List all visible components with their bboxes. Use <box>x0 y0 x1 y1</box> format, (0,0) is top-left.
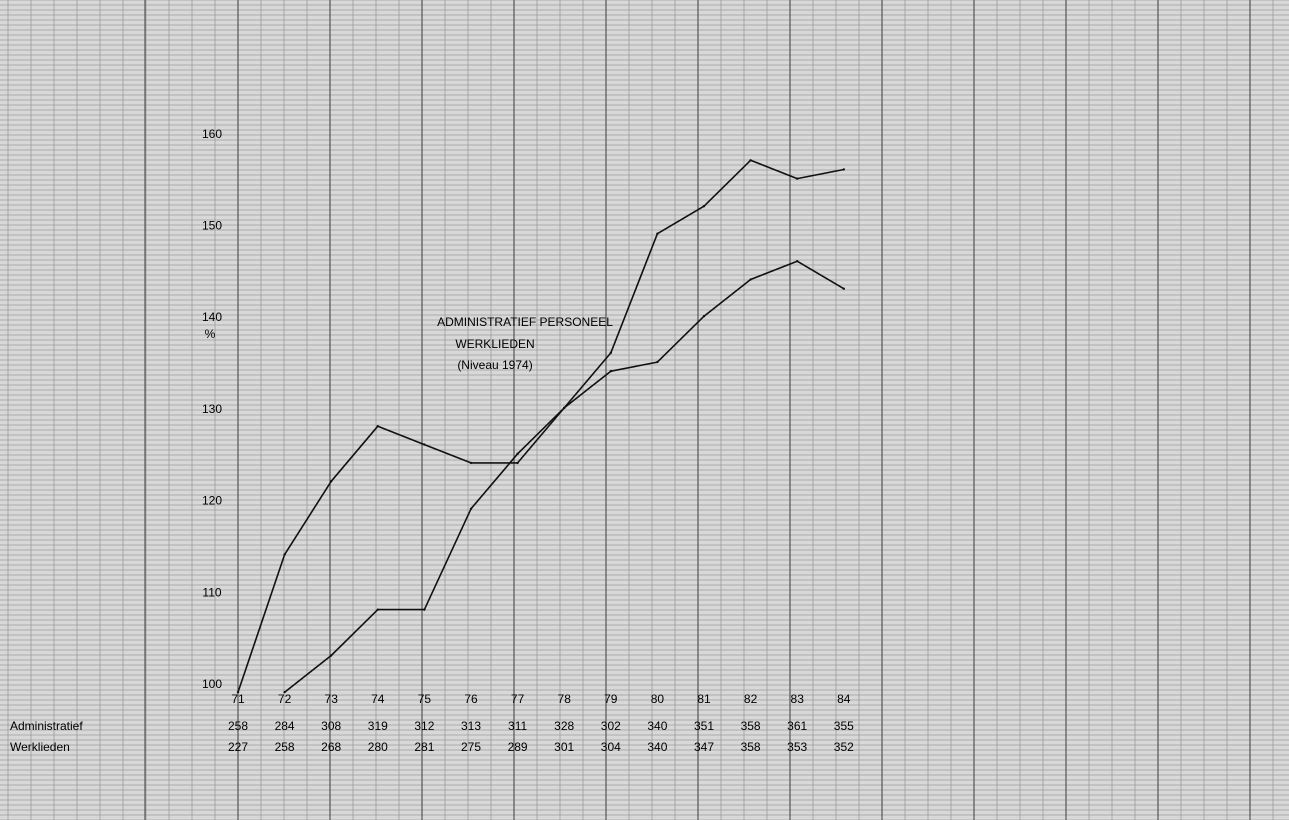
chart-title-line-1: ADMINISTRATIEF PERSONEEL <box>437 315 613 329</box>
series-point <box>330 654 333 657</box>
table-cell: 328 <box>554 719 574 733</box>
table-cell: 227 <box>228 740 248 754</box>
table-row-label: Administratief <box>10 719 83 733</box>
table-cell: 289 <box>508 740 528 754</box>
series-point <box>469 507 473 510</box>
series-point <box>469 461 473 465</box>
y-axis-ticks: 100 110 120 130 140 150 160 <box>202 127 222 691</box>
series-point <box>796 177 799 180</box>
table-cell: 301 <box>554 740 574 754</box>
table-cell: 361 <box>787 719 807 733</box>
table-cell: 308 <box>321 719 341 733</box>
series-lines <box>236 159 845 694</box>
chart-title: ADMINISTRATIEF PERSONEEL WERKLIEDEN (Niv… <box>437 315 613 372</box>
series-point <box>236 690 240 694</box>
table-cell: 351 <box>694 719 714 733</box>
series-point <box>563 406 566 410</box>
table-cell: 358 <box>741 740 761 754</box>
table-cell: 312 <box>414 719 434 733</box>
series-point <box>842 287 845 290</box>
table-cell: 352 <box>834 740 854 754</box>
series-point <box>796 259 799 263</box>
series-point <box>842 168 845 171</box>
y-tick-label: 150 <box>202 219 222 233</box>
series-point <box>330 480 333 483</box>
y-tick-label: 130 <box>202 402 222 416</box>
y-tick-label: 110 <box>202 585 221 599</box>
x-tick-label: 80 <box>651 692 665 706</box>
x-tick-label: 76 <box>464 692 478 706</box>
series-point <box>376 608 379 611</box>
series-point <box>423 608 426 611</box>
x-tick-label: 75 <box>418 692 432 706</box>
table-row-label: Werklieden <box>10 740 70 754</box>
table-cell: 281 <box>414 740 434 754</box>
table-cell: 340 <box>647 719 667 733</box>
series-point <box>516 452 519 455</box>
table-cell: 280 <box>368 740 388 754</box>
x-tick-label: 74 <box>371 692 385 706</box>
series-point <box>656 360 659 364</box>
table-cell: 358 <box>741 719 761 733</box>
table-cell: 302 <box>601 719 621 733</box>
y-tick-label: 140 <box>202 310 222 324</box>
x-tick-label: 72 <box>278 692 292 706</box>
table-cell: 284 <box>275 719 295 733</box>
x-tick-label: 78 <box>558 692 572 706</box>
series-point <box>283 553 286 556</box>
table-cell: 340 <box>647 740 667 754</box>
table-cell: 319 <box>368 719 388 733</box>
y-tick-label: 160 <box>202 127 222 141</box>
x-tick-label: 73 <box>325 692 339 706</box>
series-line-administratief <box>237 159 844 693</box>
table-cell: 258 <box>228 719 248 733</box>
series-point <box>376 425 379 428</box>
table-cell: 258 <box>275 740 295 754</box>
chart-title-line-3: (Niveau 1974) <box>457 358 532 372</box>
series-point <box>283 690 286 694</box>
table-cell: 347 <box>694 740 714 754</box>
table-cell: 353 <box>787 740 807 754</box>
data-table: Administratief 258 284 308 319 312 313 311 328 30… <box>10 719 854 754</box>
table-cell: 313 <box>461 719 481 733</box>
table-cell: 268 <box>321 740 341 754</box>
x-axis-ticks: 71 72 73 74 75 76 77 78 79 80 81 82 83 84 <box>231 692 850 706</box>
series-point <box>609 370 612 373</box>
series-point <box>749 159 752 162</box>
table-cell: 304 <box>601 740 621 754</box>
x-tick-label: 71 <box>231 692 245 706</box>
series-point <box>423 443 426 446</box>
table-cell: 275 <box>461 740 481 754</box>
x-tick-label: 84 <box>837 692 851 706</box>
y-tick-label: 120 <box>202 494 222 508</box>
x-tick-label: 82 <box>744 692 758 706</box>
series-point <box>749 278 752 281</box>
series-point <box>702 204 706 208</box>
x-tick-label: 79 <box>604 692 618 706</box>
x-tick-label: 77 <box>511 692 525 706</box>
y-tick-label: 100 <box>202 677 222 691</box>
series-point <box>656 232 659 235</box>
x-tick-label: 83 <box>791 692 805 706</box>
y-axis-unit-label: % <box>205 327 216 341</box>
table-cell: 311 <box>508 719 527 733</box>
chart-title-line-2: WERKLIEDEN <box>455 337 534 351</box>
series-point <box>702 315 706 318</box>
series-point <box>516 461 519 465</box>
series-point <box>609 351 612 355</box>
table-cell: 355 <box>834 719 854 733</box>
x-tick-label: 81 <box>697 692 711 706</box>
